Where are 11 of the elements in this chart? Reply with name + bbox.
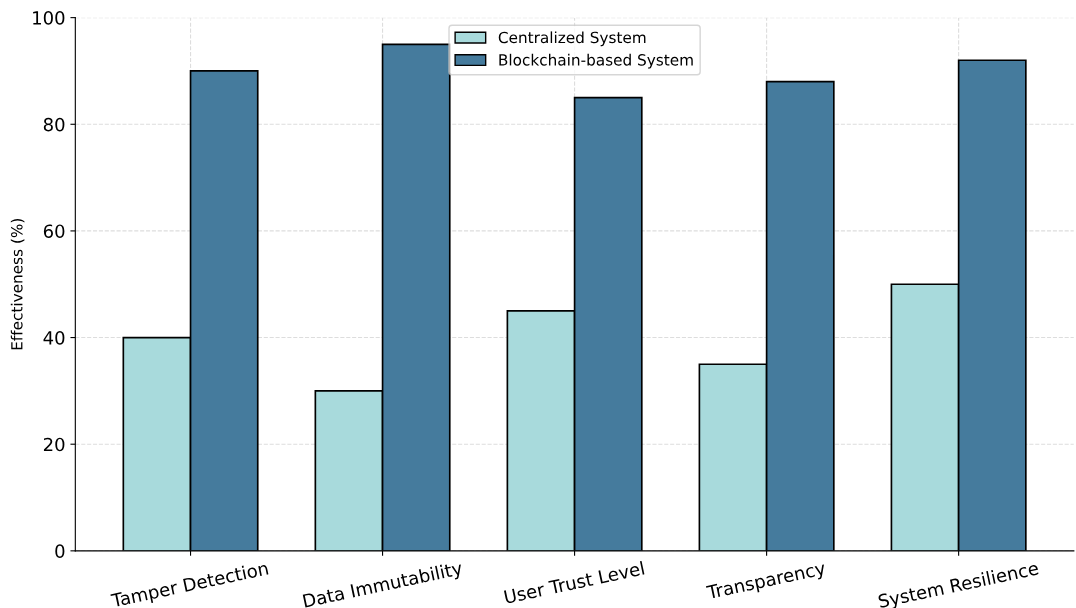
legend-label: Blockchain-based System [499,53,693,69]
x-tick-label: Tamper Detection [110,560,270,608]
legend-label: Centralized System [498,31,646,47]
y-axis-title: Effectiveness (%) [10,218,25,350]
y-tick-label: 20 [43,437,65,452]
y-tick-label: 60 [43,224,65,239]
y-tick-label: 0 [55,544,65,558]
y-tick-label: 40 [43,331,65,345]
y-tick-label: 100 [33,11,65,25]
x-tick-label: User Trust Level [503,560,645,604]
y-tick-label: 80 [43,117,65,132]
